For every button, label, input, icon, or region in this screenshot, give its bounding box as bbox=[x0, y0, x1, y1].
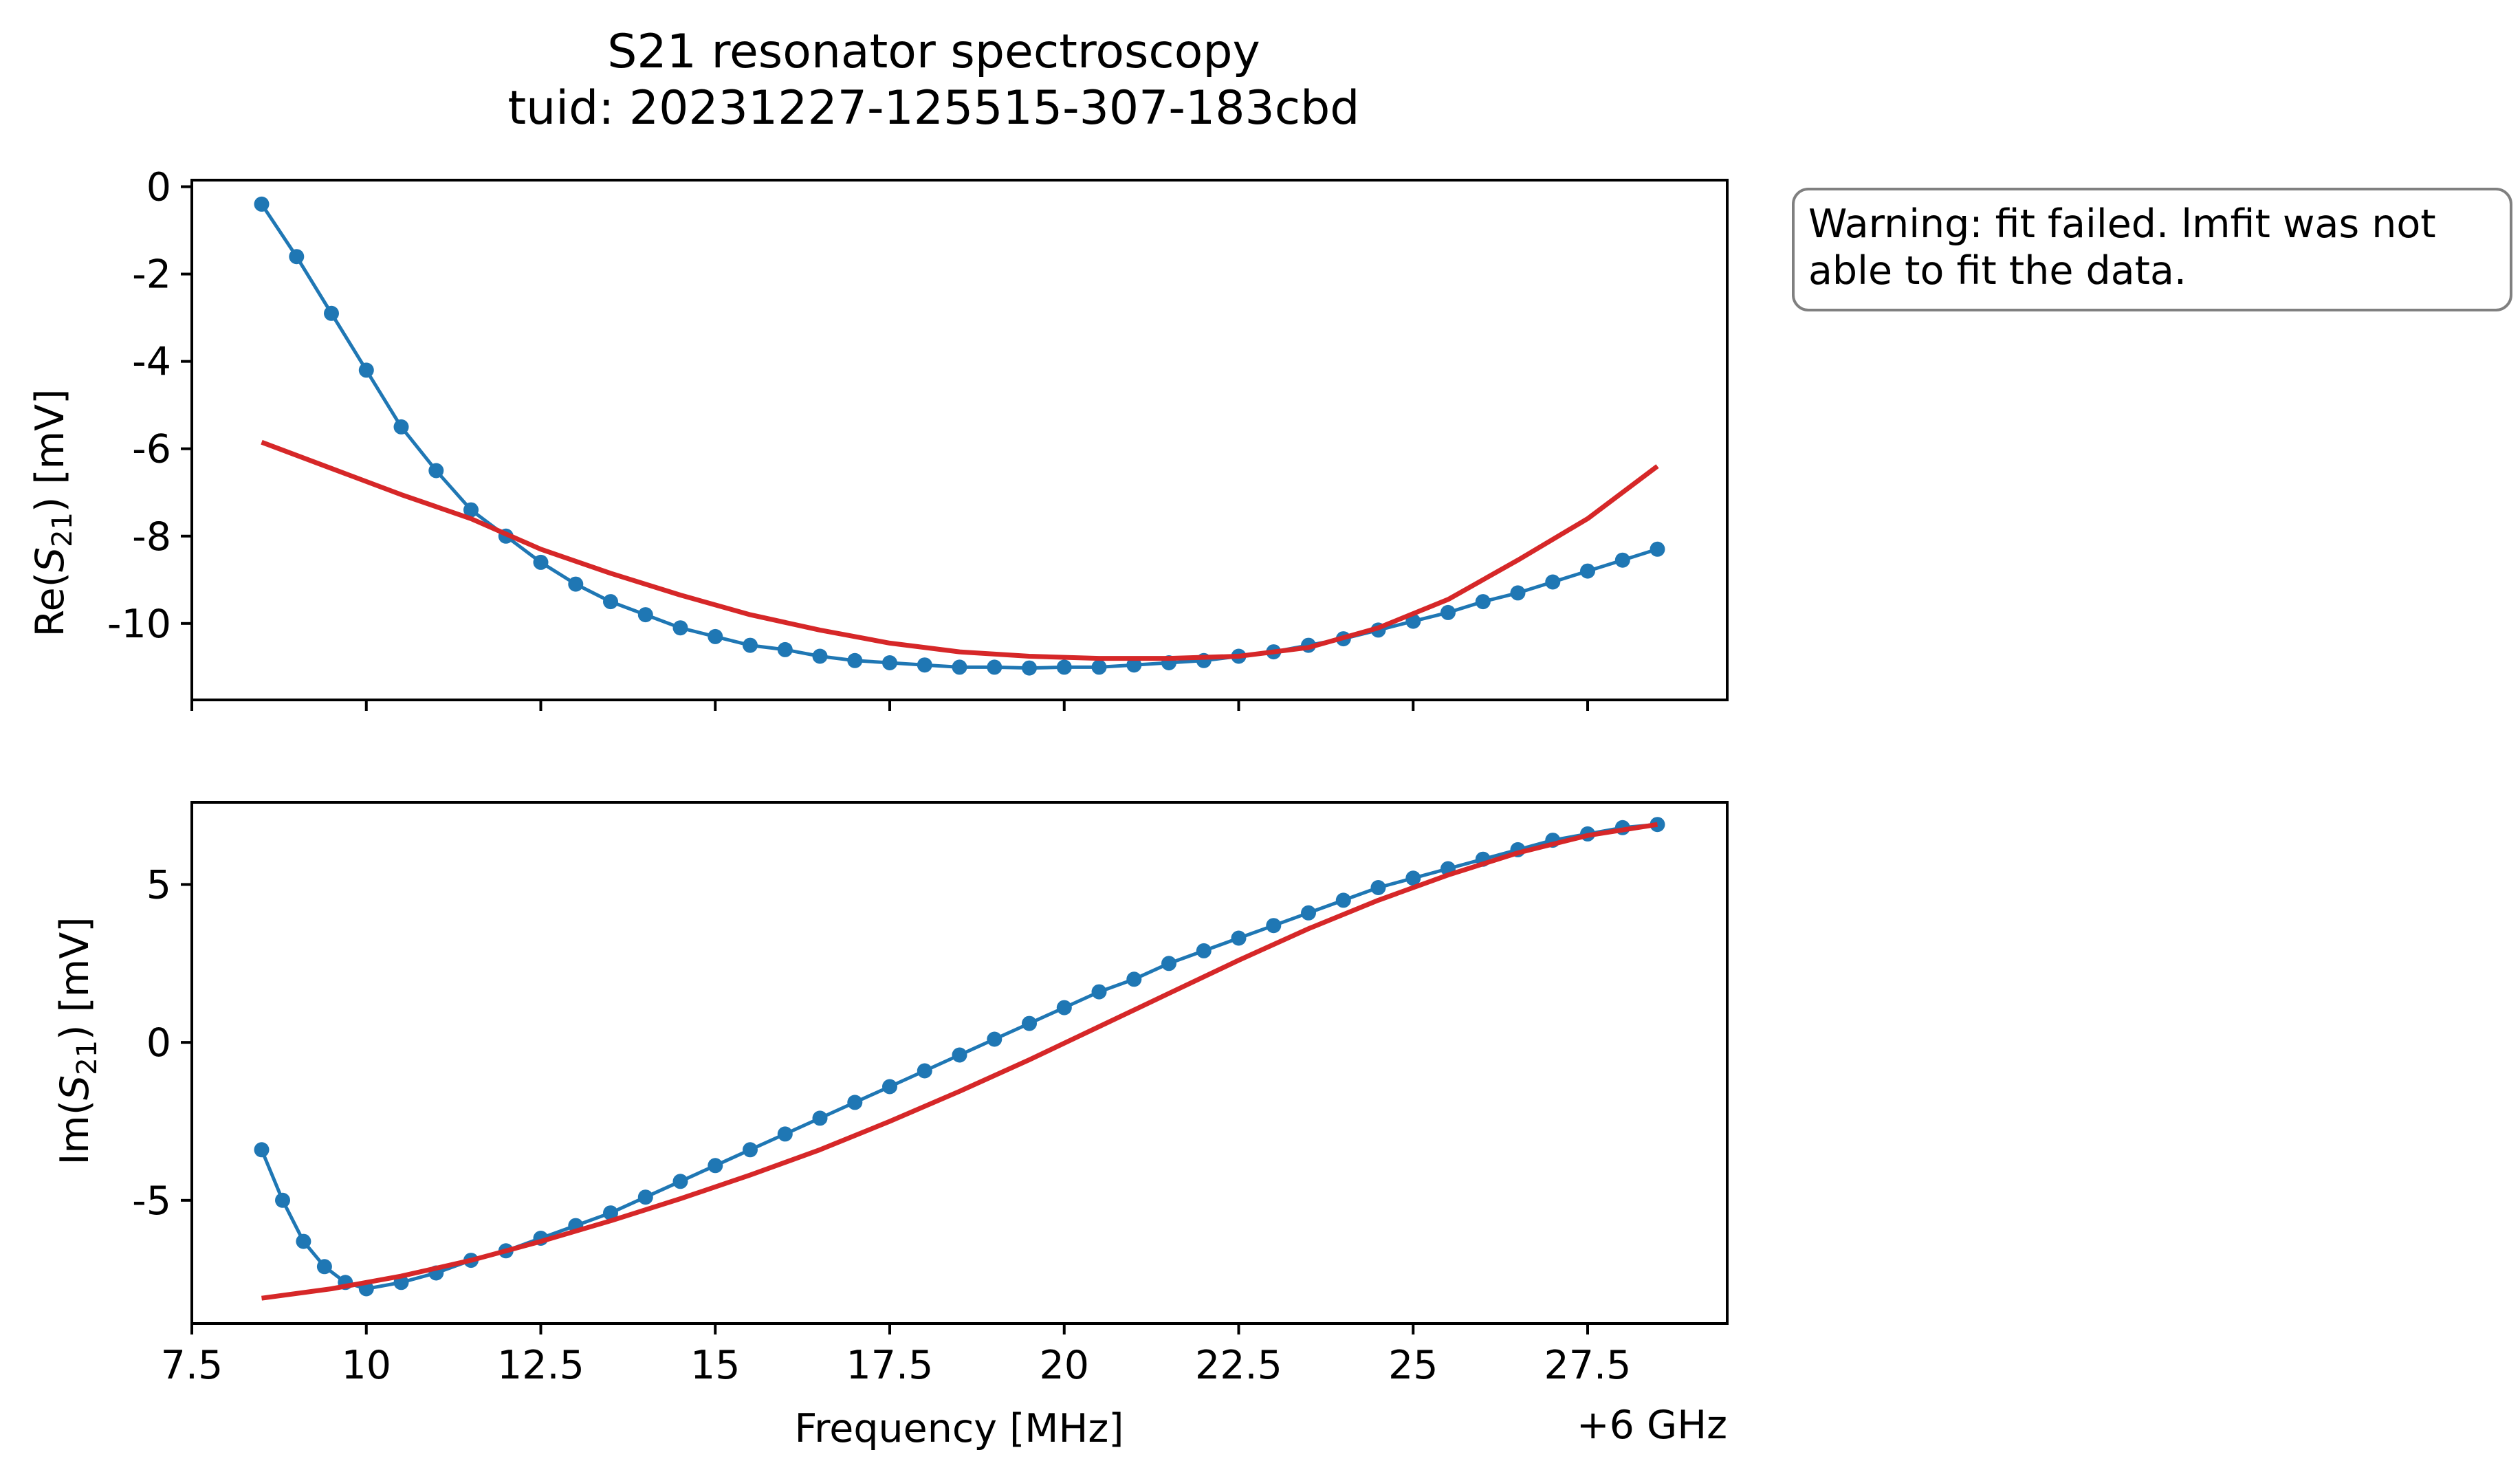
warning-box-frame bbox=[1792, 188, 2512, 311]
x-offset-label: +6 GHz bbox=[1577, 1403, 1727, 1448]
im-s21-plot-area bbox=[254, 817, 1665, 1301]
im-s21-data-point bbox=[743, 1142, 758, 1158]
re-s21-data-point bbox=[1091, 659, 1107, 675]
warning-text-line1: Warning: fit failed. lmfit was not bbox=[1808, 201, 2436, 247]
re-s21-fit-line bbox=[261, 439, 1659, 661]
im-s21-data-point bbox=[1266, 918, 1282, 934]
re-s21-data-point bbox=[882, 655, 897, 670]
re-s21-data-point bbox=[428, 463, 444, 479]
im-s21-data-point bbox=[603, 1205, 618, 1221]
re-s21-data-point bbox=[1126, 657, 1142, 673]
re-s21-data-point bbox=[289, 249, 305, 265]
im-s21-data-point bbox=[812, 1110, 828, 1126]
im-s21-data-point bbox=[917, 1063, 932, 1079]
im-s21-data-point bbox=[1056, 1000, 1072, 1015]
re-s21-data-point bbox=[812, 648, 828, 664]
im-s21-x-tick-label: 27.5 bbox=[1544, 1343, 1632, 1388]
re-s21-data-point bbox=[1475, 594, 1491, 610]
im-s21-x-tick-label: 20 bbox=[1039, 1343, 1089, 1388]
im-s21-x-tick-label: 12.5 bbox=[497, 1343, 584, 1388]
im-s21-axes-frame bbox=[190, 801, 1729, 1325]
re-s21-data-point bbox=[1056, 659, 1072, 675]
im-s21-data-point bbox=[316, 1259, 332, 1275]
re-s21-ylabel: Re(S21) [mV] bbox=[28, 389, 78, 637]
im-s21-data-point bbox=[708, 1158, 723, 1174]
im-s21-axes: 7.5 10 12.5 15 17.5 20 22.5 25 27.5 5 0 -5 bbox=[132, 801, 1729, 1388]
im-s21-data-point bbox=[1405, 870, 1421, 886]
im-s21-data-point bbox=[1335, 892, 1351, 908]
im-s21-panel: 7.5 10 12.5 15 17.5 20 22.5 25 27.5 5 0 -5 Im(S21) … bbox=[52, 801, 1729, 1451]
re-s21-data-point bbox=[533, 554, 549, 570]
re-s21-y-tick-label: -4 bbox=[132, 340, 171, 385]
im-s21-data-point bbox=[672, 1174, 688, 1189]
re-s21-data-point bbox=[393, 419, 409, 435]
im-s21-data-point bbox=[847, 1095, 863, 1110]
re-s21-y-tick-label: 0 bbox=[146, 165, 171, 210]
re-s21-data-point bbox=[463, 502, 479, 518]
im-s21-data-point bbox=[777, 1126, 793, 1142]
im-s21-x-tick-label: 17.5 bbox=[846, 1343, 934, 1388]
im-s21-data-point bbox=[1091, 984, 1107, 1000]
re-s21-data-point bbox=[637, 607, 653, 623]
im-s21-y-tick-label: -5 bbox=[132, 1178, 171, 1224]
im-s21-data-point bbox=[637, 1189, 653, 1205]
re-s21-data-point bbox=[847, 652, 863, 668]
im-s21-fit-line bbox=[261, 822, 1658, 1301]
re-s21-data-point bbox=[1614, 552, 1630, 568]
im-s21-data-point bbox=[1161, 956, 1176, 971]
re-s21-data-point bbox=[777, 641, 793, 657]
im-s21-data-point bbox=[1301, 905, 1316, 921]
im-s21-x-tick-label: 7.5 bbox=[161, 1343, 223, 1388]
im-s21-data-point bbox=[882, 1079, 897, 1095]
re-s21-data-point bbox=[917, 657, 932, 673]
re-s21-data-point bbox=[987, 659, 1002, 675]
im-s21-x-tick-label: 25 bbox=[1388, 1343, 1438, 1388]
re-s21-y-tick-label: -10 bbox=[107, 602, 171, 647]
re-s21-data-point bbox=[568, 576, 584, 592]
fit-warning-box: Warning: fit failed. lmfit was not able … bbox=[1792, 188, 2512, 311]
re-s21-plot-area bbox=[254, 196, 1665, 676]
im-s21-x-tick-label: 15 bbox=[690, 1343, 741, 1388]
im-s21-x-tick-label: 22.5 bbox=[1195, 1343, 1282, 1388]
im-s21-data-point bbox=[1196, 943, 1212, 958]
re-s21-data-point bbox=[672, 620, 688, 636]
im-s21-data-point bbox=[1022, 1015, 1037, 1031]
re-s21-panel: 0 -2 -4 -6 -8 -10 Re(S21) [mV] bbox=[28, 165, 1729, 711]
im-s21-data-point bbox=[254, 1142, 270, 1158]
im-s21-data-point bbox=[275, 1192, 290, 1208]
im-s21-data-point bbox=[987, 1031, 1002, 1047]
re-s21-data-point bbox=[358, 362, 374, 378]
warning-text-line2: able to fit the data. bbox=[1808, 248, 2187, 294]
re-s21-data-point bbox=[254, 196, 270, 212]
im-s21-data-point bbox=[1126, 971, 1142, 987]
x-axis-label: Frequency [MHz] bbox=[794, 1406, 1124, 1451]
re-s21-data-point bbox=[708, 628, 723, 644]
chart-title: S21 resonator spectroscopy bbox=[607, 25, 1260, 79]
im-s21-y-tick-label: 0 bbox=[146, 1020, 171, 1066]
re-s21-axes-frame bbox=[190, 179, 1729, 701]
re-s21-data-point bbox=[743, 637, 758, 653]
chart-subtitle-tuid: tuid: 20231227-125515-307-183cbd bbox=[508, 81, 1360, 135]
im-s21-data-point bbox=[1231, 930, 1247, 946]
re-s21-data-point bbox=[1580, 563, 1595, 579]
im-s21-x-tick-label: 10 bbox=[341, 1343, 391, 1388]
re-s21-data-point bbox=[1650, 541, 1665, 557]
im-s21-data-point bbox=[296, 1233, 311, 1249]
re-s21-y-tick-label: -2 bbox=[132, 252, 171, 298]
re-s21-data-point bbox=[324, 305, 339, 321]
re-s21-data-point bbox=[1545, 574, 1561, 590]
im-s21-data-point bbox=[952, 1047, 967, 1063]
re-s21-data-point bbox=[1440, 604, 1456, 620]
re-s21-y-tick-label: -8 bbox=[132, 514, 171, 560]
re-s21-data-point bbox=[1022, 660, 1037, 676]
im-s21-y-tick-label: 5 bbox=[146, 862, 171, 908]
re-s21-data-point bbox=[952, 659, 967, 675]
re-s21-data-point bbox=[603, 594, 618, 610]
re-s21-y-tick-label: -6 bbox=[132, 427, 171, 472]
im-s21-ylabel: Im(S21) [mV] bbox=[52, 916, 103, 1165]
re-s21-axes: 0 -2 -4 -6 -8 -10 bbox=[107, 165, 1729, 711]
re-s21-data-point bbox=[1510, 585, 1526, 601]
im-s21-data-point bbox=[1370, 880, 1386, 895]
